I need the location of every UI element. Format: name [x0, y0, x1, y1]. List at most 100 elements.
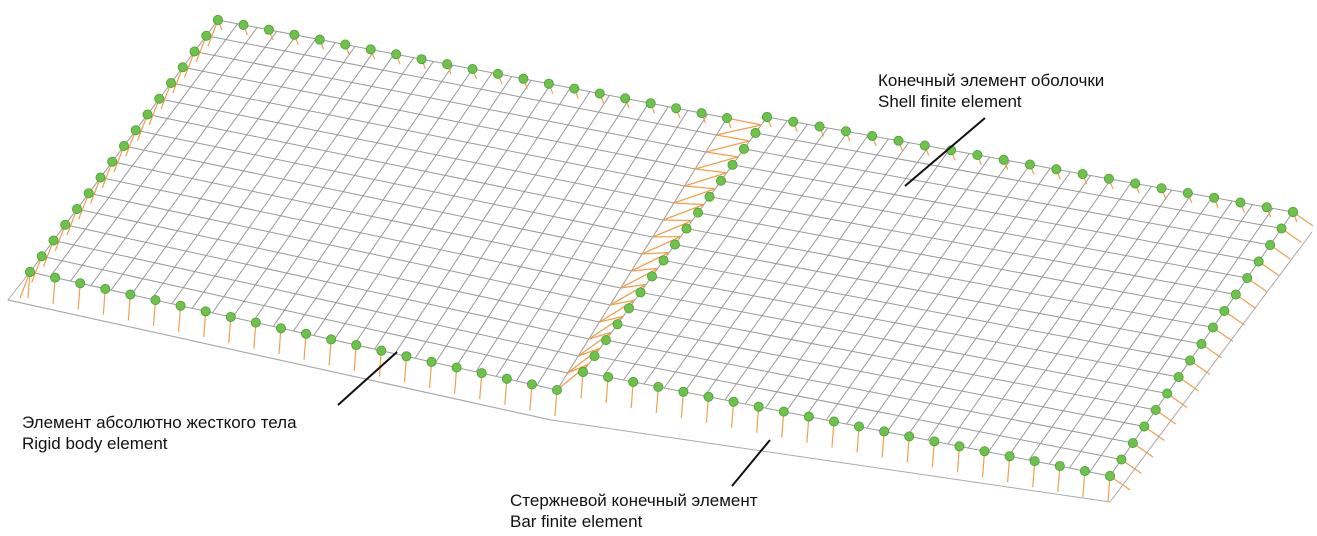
rigid-node: [854, 421, 865, 432]
rigid-node: [1230, 289, 1241, 300]
bar-label-en: Bar finite element: [510, 512, 643, 531]
frame-right-side-edge: [1109, 231, 1313, 503]
shell-left-col-line: [516, 110, 689, 382]
shell-right-col-line: [623, 124, 808, 381]
rigid-node: [658, 255, 669, 266]
rigid-node: [201, 30, 212, 41]
rigid-node: [1219, 305, 1230, 316]
rigid-node: [728, 396, 739, 407]
shell-left-col-line: [252, 61, 434, 323]
shell-left-col-line: [353, 80, 532, 345]
rigid-node: [107, 156, 118, 167]
shell-mesh-right: [582, 116, 1294, 477]
rigid-node: [1105, 470, 1116, 481]
rigid-node: [1116, 454, 1127, 465]
rigid-node: [1127, 437, 1138, 448]
rigid-node: [624, 303, 635, 314]
joint-bar: [620, 267, 659, 289]
joint-bar: [663, 202, 704, 221]
rigid-node: [83, 188, 94, 199]
rigid-node: [100, 283, 111, 294]
rigid-node: [979, 446, 990, 457]
rigid-node: [60, 219, 71, 230]
rigid-node: [893, 135, 904, 146]
rigid-node: [1004, 451, 1015, 462]
shell-left-col-line: [272, 64, 454, 327]
rigid-node: [263, 24, 274, 35]
rigid-node: [750, 127, 761, 138]
rigid-node: [442, 59, 453, 70]
rigid-node: [154, 93, 165, 104]
rigid-node: [518, 73, 529, 84]
shell-left-col-line: [90, 31, 278, 286]
rigid-node: [1253, 256, 1264, 267]
rigid-node: [929, 436, 940, 447]
rigid-node: [150, 295, 161, 306]
rigid-node: [628, 376, 639, 387]
joint-bar: [673, 185, 716, 204]
rigid-node: [467, 64, 478, 75]
rigid-node: [601, 335, 612, 346]
rigid-node: [803, 411, 814, 422]
shell-right-col-line: [724, 142, 910, 401]
shell-right-col-line: [927, 178, 1112, 441]
shell-left-col-line: [49, 23, 238, 277]
shell-right-col-line: [1089, 208, 1274, 473]
shell-right-col-line: [1008, 193, 1193, 457]
rigid-node: [212, 14, 223, 25]
joint-bar: [652, 219, 693, 238]
rigid-node: [879, 426, 890, 437]
rigid-node: [569, 83, 580, 94]
joint-bar: [641, 235, 682, 255]
joint-bar: [694, 151, 739, 170]
shell-right-col-line: [987, 189, 1173, 453]
bar-label-ru: Стержневой конечный элемент: [510, 491, 758, 510]
rigid-node: [1185, 355, 1196, 366]
rigid-node: [75, 278, 86, 289]
shell-left-col-line: [455, 98, 630, 368]
rigid-node: [416, 54, 427, 65]
rigid-node: [678, 386, 689, 397]
rigid-node: [1207, 322, 1218, 333]
shell-left-col-line: [191, 49, 376, 309]
rigid-node: [703, 391, 714, 402]
rigid-node: [727, 159, 738, 170]
rigid-node: [177, 62, 188, 73]
rigid-node: [653, 381, 664, 392]
shell-right-col-line: [704, 138, 889, 397]
rigid-node: [1103, 173, 1114, 184]
shell-left-col-line: [495, 106, 669, 377]
rigid-node: [1029, 456, 1040, 467]
shell-element-label: Конечный элемент оболочки Shell finite e…: [878, 70, 1104, 112]
leader-rigid: [337, 351, 398, 406]
rigid-node: [165, 78, 176, 89]
rigid-node: [762, 112, 773, 123]
shell-left-col-line: [374, 83, 552, 350]
rigid-node: [1235, 197, 1246, 208]
rigid-node: [716, 175, 727, 186]
rigid-node: [1130, 178, 1141, 189]
rigid-node: [704, 191, 715, 202]
shell-left-col-line: [333, 76, 513, 341]
frame-left-lower-edge: [7, 299, 552, 421]
rigid-node: [578, 366, 589, 377]
rigid-node: [426, 356, 437, 367]
rigid-node: [753, 401, 764, 412]
rigid-node: [72, 203, 83, 214]
shell-right-col-line: [805, 156, 990, 417]
joint-bar: [684, 168, 727, 187]
rigid-node: [635, 287, 646, 298]
rigid-element-label: Элемент абсолютно жесткого тела Rigid bo…: [22, 412, 297, 454]
rigid-node: [125, 289, 136, 300]
rigid-node: [693, 207, 704, 218]
rigid-node: [1242, 272, 1253, 283]
rigid-node: [1077, 168, 1088, 179]
shell-right-col-line: [1069, 204, 1253, 469]
rigid-node: [1209, 192, 1220, 203]
rigid-node: [612, 319, 623, 330]
rigid-body-nodes: [24, 14, 1299, 481]
joint-bar: [599, 299, 636, 323]
shell-right-col-line: [1028, 197, 1213, 461]
rigid-node: [391, 49, 402, 60]
rigid-node: [225, 311, 236, 322]
